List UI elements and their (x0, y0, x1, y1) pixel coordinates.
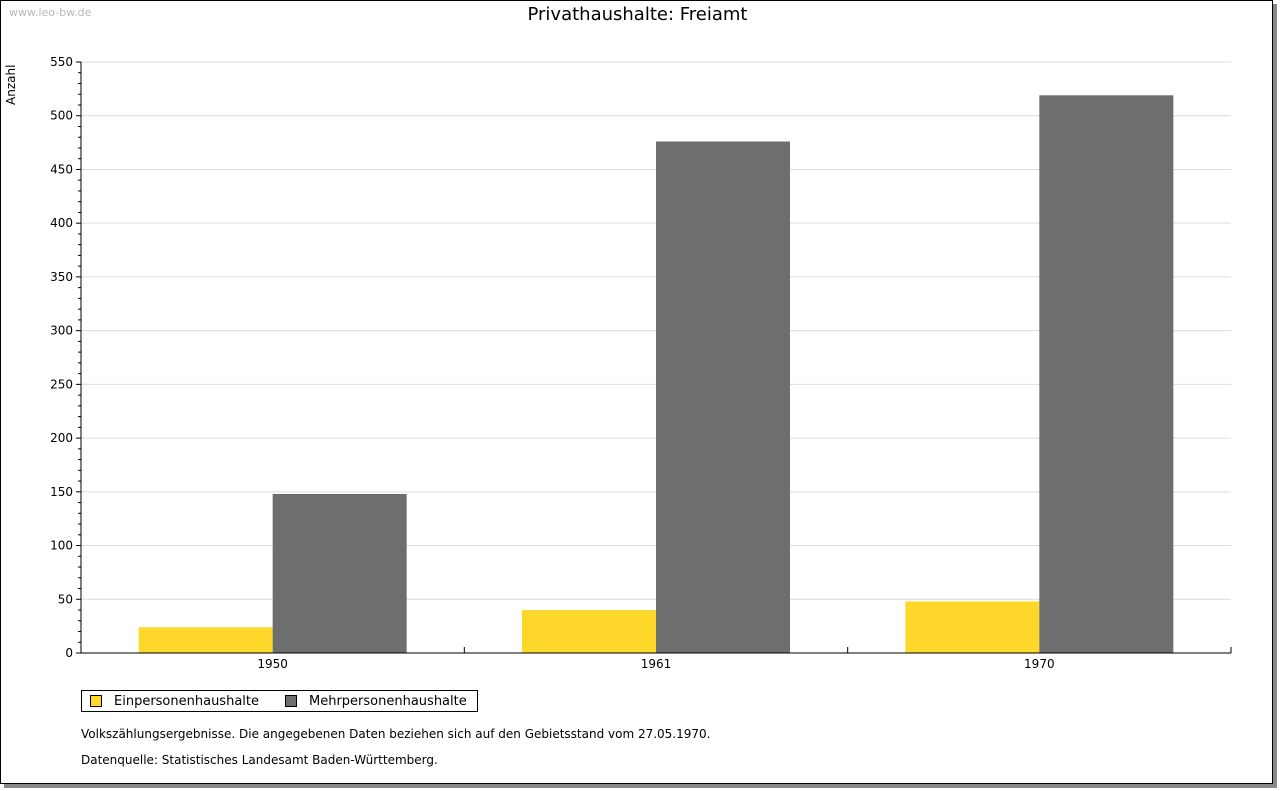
legend-swatch-einpersonen (90, 695, 102, 707)
data-source-note: Datenquelle: Statistisches Landesamt Bad… (81, 753, 438, 767)
chart-title: Privathaushalte: Freiamt (527, 4, 748, 25)
legend-label-mehrpersonen: Mehrpersonenhaushalte (309, 693, 467, 709)
x-tick-label: 1961 (641, 657, 672, 671)
y-tick-label: 200 (50, 431, 73, 445)
bar-einpersonenhaushalte-1970 (905, 601, 1040, 653)
y-tick-label: 300 (50, 324, 73, 338)
legend: Einpersonenhaushalte Mehrpersonenhaushal… (81, 690, 478, 712)
x-tick-label: 1950 (257, 657, 288, 671)
y-tick-label: 50 (58, 592, 73, 606)
y-tick-label: 550 (50, 55, 73, 69)
legend-swatch-mehrpersonen (285, 695, 297, 707)
y-tick-label: 100 (50, 539, 73, 553)
y-tick-label: 500 (50, 109, 73, 123)
y-tick-label: 400 (50, 216, 73, 230)
bar-mehrpersonenhaushalte-1950 (272, 493, 407, 653)
bar-einpersonenhaushalte-1961 (522, 610, 656, 653)
y-tick-label: 350 (50, 270, 73, 284)
x-tick-label: 1970 (1024, 657, 1055, 671)
y-tick-label: 450 (50, 162, 73, 176)
y-tick-label: 0 (65, 646, 73, 660)
legend-item-einpersonen: Einpersonenhaushalte (90, 694, 259, 709)
bar-einpersonenhaushalte-1950 (138, 627, 273, 653)
legend-item-mehrpersonen: Mehrpersonenhaushalte (285, 694, 467, 709)
legend-label-einpersonen: Einpersonenhaushalte (114, 693, 259, 709)
watermark: www.leo-bw.de (9, 6, 92, 19)
bar-mehrpersonenhaushalte-1970 (1039, 95, 1174, 653)
bar-mehrpersonenhaushalte-1961 (656, 141, 790, 653)
y-tick-label: 250 (50, 377, 73, 391)
census-note: Volkszählungsergebnisse. Die angegebenen… (81, 727, 711, 741)
y-tick-label: 150 (50, 485, 73, 499)
